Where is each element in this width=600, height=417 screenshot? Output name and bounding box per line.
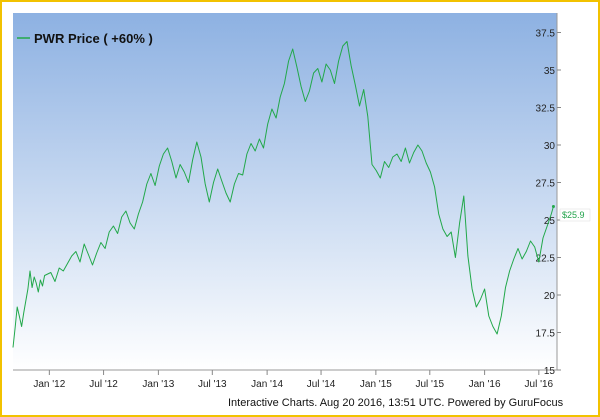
- last-value-box: [559, 208, 591, 222]
- series-layer: [12, 41, 555, 348]
- x-tick-label: Jul '12: [89, 379, 118, 390]
- y-tick-label: 25: [544, 216, 556, 227]
- y-tick-label: 27.5: [536, 179, 556, 190]
- y-tick-label: 17.5: [536, 329, 556, 340]
- x-tick-label: Jan '15: [360, 379, 392, 390]
- y-tick-label: 35: [544, 66, 556, 77]
- y-tick-label: 37.5: [536, 29, 556, 40]
- y-tick-label: 30: [544, 141, 556, 152]
- legend: PWR Price ( +60% ): [17, 31, 153, 46]
- last-value-label: $25.9: [562, 210, 585, 220]
- x-tick-label: Jul '15: [415, 379, 444, 390]
- y-tick-label: 22.5: [536, 254, 556, 265]
- x-tick-label: Jul '14: [307, 379, 336, 390]
- plot-background: [13, 13, 557, 370]
- price-series-line: [12, 41, 554, 348]
- x-tick-label: Jan '14: [251, 379, 283, 390]
- y-axis: 15 17.5 20 22.5 25 27.5 30 32.5 35 37.5: [536, 13, 561, 377]
- y-tick-label: 15: [544, 366, 556, 377]
- x-axis: Jan '12 Jul '12 Jan '13 Jul '13 Jan '14 Jul '…: [13, 369, 557, 390]
- footer-credit: Interactive Charts. Aug 20 2016, 13:51 U…: [228, 397, 564, 409]
- y-tick-label: 32.5: [536, 104, 556, 115]
- x-tick-label: Jan '16: [469, 379, 501, 390]
- last-price-point: [551, 205, 555, 208]
- legend-label: PWR Price ( +60% ): [34, 31, 153, 46]
- last-value-callout: $25.9: [559, 208, 591, 222]
- x-tick-label: Jul '13: [198, 379, 227, 390]
- x-tick-label: Jan '13: [142, 379, 174, 390]
- y-tick-label: 20: [544, 291, 556, 302]
- x-tick-label: Jan '12: [33, 379, 65, 390]
- x-tick-label: Jul '16: [525, 379, 554, 390]
